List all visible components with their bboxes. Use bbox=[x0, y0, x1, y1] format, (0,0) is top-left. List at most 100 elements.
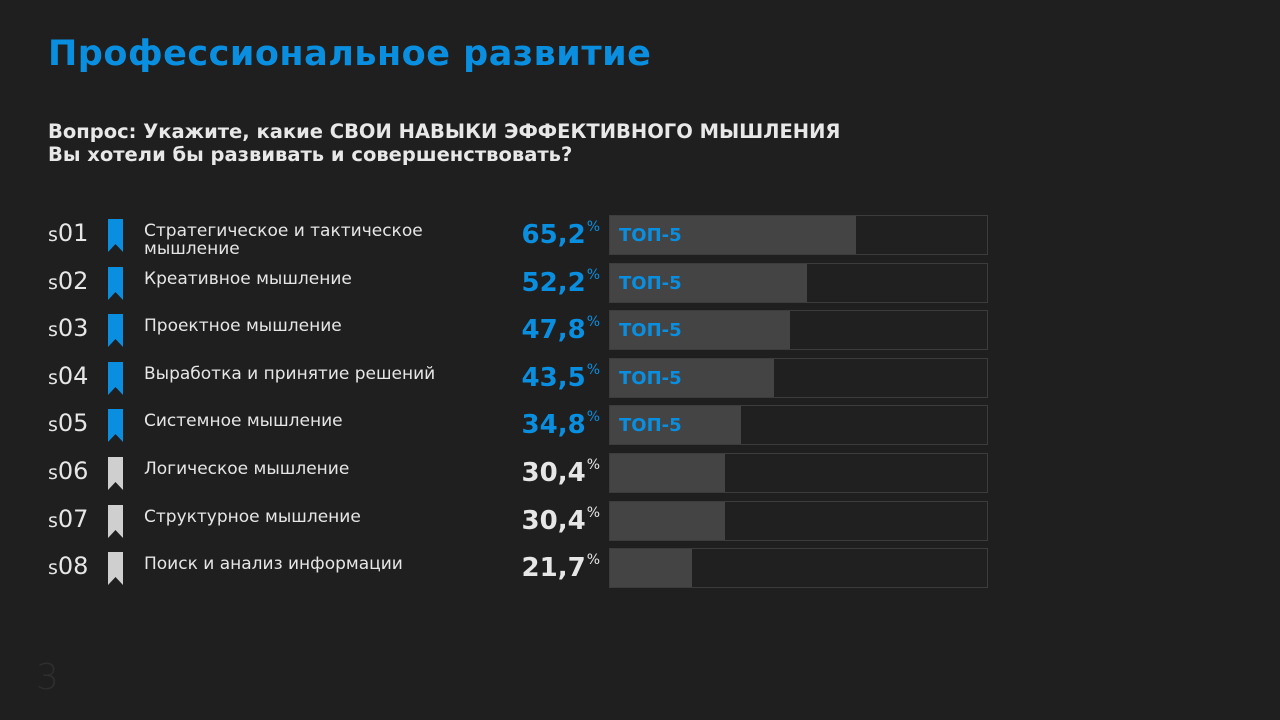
data-label-unit: % bbox=[586, 219, 600, 235]
bar bbox=[610, 501, 725, 540]
bar-track bbox=[609, 548, 988, 589]
bar bbox=[610, 263, 807, 302]
question-line-1: Вопрос: Укажите, какие СВОИ НАВЫКИ ЭФФЕК… bbox=[48, 120, 841, 143]
row-label: Креативное мышление bbox=[144, 268, 352, 289]
row-code-prefix: s bbox=[48, 462, 58, 484]
top5-badge: ТОП-5 bbox=[619, 415, 682, 437]
data-label-value: 43,5% bbox=[521, 361, 600, 393]
row-code: s06 bbox=[48, 457, 88, 485]
data-label-unit: % bbox=[586, 552, 600, 569]
bookmark-icon bbox=[108, 409, 123, 443]
bar bbox=[610, 216, 856, 254]
data-label-value: 34,8% bbox=[522, 409, 600, 440]
bar bbox=[610, 406, 742, 445]
row-code-number: 07 bbox=[57, 504, 89, 533]
bar-track bbox=[609, 500, 988, 541]
row-label: Структурное мышление bbox=[144, 506, 361, 527]
top5-badge: ТОП-5 bbox=[619, 367, 682, 389]
bar bbox=[610, 311, 791, 350]
question-line-2: Вы хотели бы развивать и совершенствоват… bbox=[48, 143, 573, 166]
data-label-number: 30,4 bbox=[521, 458, 586, 488]
data-label: 65,2% bbox=[420, 219, 600, 250]
bookmark-icon bbox=[108, 457, 123, 490]
page-title: Профессиональное развитие bbox=[48, 34, 652, 74]
row-code-prefix: s bbox=[48, 414, 58, 437]
bar bbox=[610, 549, 692, 588]
top5-badge: ТОП-5 bbox=[619, 320, 682, 342]
row-label: Логическое мышление bbox=[144, 459, 350, 479]
bookmark-icon bbox=[108, 361, 123, 395]
chart-row: s01 Стратегическое и тактическое мышление… bbox=[0, 215, 1000, 259]
row-label: Стратегическое и тактическое мышление bbox=[144, 221, 423, 259]
row-code: s05 bbox=[48, 409, 88, 437]
chart-row: s08 Поиск и анализ информации 21,7% bbox=[0, 548, 1000, 589]
row-code-prefix: s bbox=[48, 366, 58, 389]
chart-row: s06 Логическое мышление 30,4% bbox=[0, 453, 1000, 493]
data-label-number: 47,8 bbox=[521, 315, 586, 346]
bookmark-icon bbox=[108, 552, 123, 586]
chart-row: s02 Креативное мышление 52,2% ТОП-5 bbox=[0, 262, 1000, 303]
chart-row: s05 Системное мышление 34,8% ТОП-5 bbox=[0, 405, 1000, 446]
bar-track: ТОП-5 bbox=[609, 310, 988, 351]
data-label: 30,4% bbox=[420, 457, 600, 488]
data-label-value: 47,8% bbox=[521, 314, 600, 346]
row-code-prefix: s bbox=[48, 509, 58, 532]
row-code: s02 bbox=[48, 267, 88, 295]
data-label-unit: % bbox=[586, 504, 600, 521]
data-label: 30,4% bbox=[420, 505, 600, 536]
data-label: 21,7% bbox=[420, 552, 600, 583]
top5-badge: ТОП-5 bbox=[619, 272, 682, 294]
bar-track bbox=[609, 453, 988, 493]
row-code-number: 06 bbox=[57, 457, 89, 485]
data-label-number: 43,5 bbox=[521, 362, 586, 393]
data-label-value: 65,2% bbox=[521, 219, 600, 250]
bookmark-icon bbox=[108, 219, 123, 252]
bar-track: ТОП-5 bbox=[609, 215, 988, 255]
bar bbox=[610, 454, 725, 492]
row-code: s04 bbox=[48, 362, 88, 390]
row-label: Поиск и анализ информации bbox=[144, 554, 403, 575]
bookmark-icon bbox=[108, 266, 123, 300]
row-label: Проектное мышление bbox=[144, 316, 342, 337]
data-label-number: 65,2 bbox=[521, 220, 586, 250]
row-code-number: 08 bbox=[57, 552, 89, 581]
data-label: 52,2% bbox=[420, 267, 600, 298]
chart-row: s04 Выработка и принятие решений 43,5% ТОП-… bbox=[0, 357, 1000, 398]
question-text: Вопрос: Укажите, какие СВОИ НАВЫКИ ЭФФЕК… bbox=[48, 120, 840, 166]
bookmark-icon bbox=[108, 314, 123, 348]
data-label-number: 21,7 bbox=[521, 553, 586, 584]
row-code: s07 bbox=[48, 505, 88, 533]
row-label: Системное мышление bbox=[144, 411, 343, 432]
chart-row: s03 Проектное мышление 47,8% ТОП-5 bbox=[0, 310, 1000, 351]
data-label-value: 52,2% bbox=[521, 266, 600, 298]
row-code-prefix: s bbox=[48, 224, 58, 246]
data-label-value: 30,4% bbox=[521, 457, 600, 488]
top5-badge: ТОП-5 bbox=[619, 225, 682, 246]
row-code-number: 02 bbox=[57, 266, 89, 295]
bar-track: ТОП-5 bbox=[609, 357, 988, 398]
bar-track: ТОП-5 bbox=[609, 262, 988, 303]
chart-row: s07 Структурное мышление 30,4% bbox=[0, 500, 1000, 541]
row-code-number: 05 bbox=[57, 409, 89, 438]
data-label-unit: % bbox=[586, 457, 600, 473]
row-code: s08 bbox=[48, 552, 88, 580]
data-label-unit: % bbox=[586, 409, 600, 426]
data-label-value: 21,7% bbox=[521, 552, 600, 584]
row-code: s01 bbox=[48, 219, 88, 247]
row-code: s03 bbox=[48, 314, 88, 342]
data-label-unit: % bbox=[586, 314, 600, 331]
data-label-number: 52,2 bbox=[521, 267, 586, 298]
bookmark-icon bbox=[108, 504, 123, 538]
row-code-number: 01 bbox=[57, 219, 89, 247]
data-label: 34,8% bbox=[420, 409, 600, 440]
row-code-prefix: s bbox=[48, 319, 58, 342]
bar-track: ТОП-5 bbox=[609, 405, 988, 446]
data-label-value: 30,4% bbox=[521, 504, 600, 536]
data-label-number: 30,4 bbox=[521, 505, 586, 536]
row-code-prefix: s bbox=[48, 271, 58, 294]
data-label: 43,5% bbox=[420, 362, 600, 393]
data-label-unit: % bbox=[586, 361, 600, 378]
data-label: 47,8% bbox=[420, 314, 600, 345]
row-code-prefix: s bbox=[48, 557, 58, 580]
data-label-unit: % bbox=[586, 266, 600, 283]
